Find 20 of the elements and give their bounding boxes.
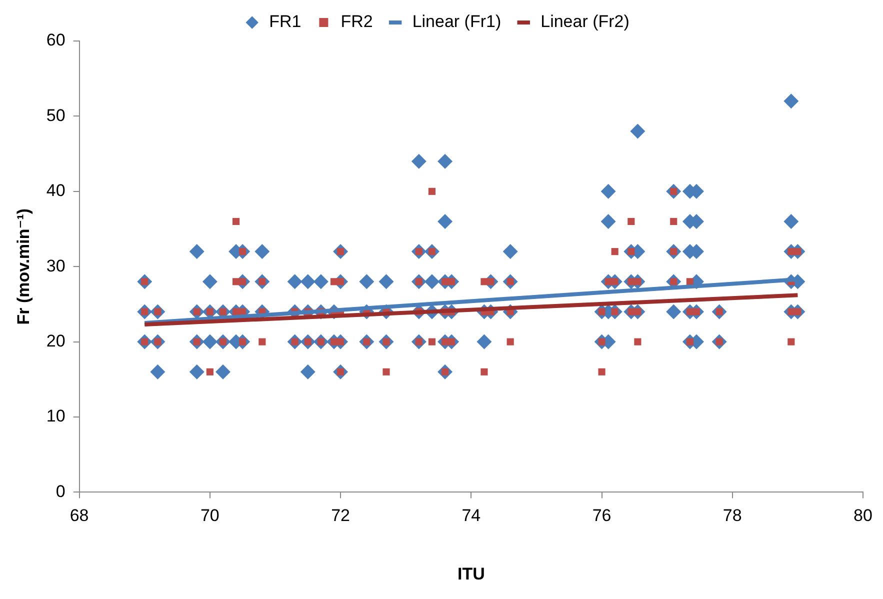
y-tick-label: 60 <box>46 30 66 50</box>
y-tick-label: 20 <box>46 331 66 350</box>
y-axis-title: Fr (mov.min⁻¹) <box>14 208 33 325</box>
x-tick-label: 76 <box>592 506 612 526</box>
x-tick-label: 78 <box>722 506 742 526</box>
y-tick-label: 50 <box>46 106 66 125</box>
x-tick-label: 74 <box>462 506 481 526</box>
x-tick-label: 70 <box>200 506 220 526</box>
legend-label: FR2 <box>340 12 373 32</box>
x-tick-label: 68 <box>70 506 89 526</box>
y-tick-label: 10 <box>46 406 66 426</box>
legend-label: FR1 <box>269 12 302 32</box>
y-tick-label: 30 <box>46 256 66 276</box>
y-tick-label: 0 <box>56 482 66 501</box>
x-tick-label: 80 <box>854 506 872 526</box>
legend-label: Linear (Fr2) <box>540 12 630 32</box>
x-tick-label: 72 <box>331 506 350 526</box>
x-axis-title: ITU <box>457 564 485 584</box>
legend-label: Linear (Fr1) <box>412 12 502 32</box>
y-tick-label: 40 <box>46 181 66 200</box>
